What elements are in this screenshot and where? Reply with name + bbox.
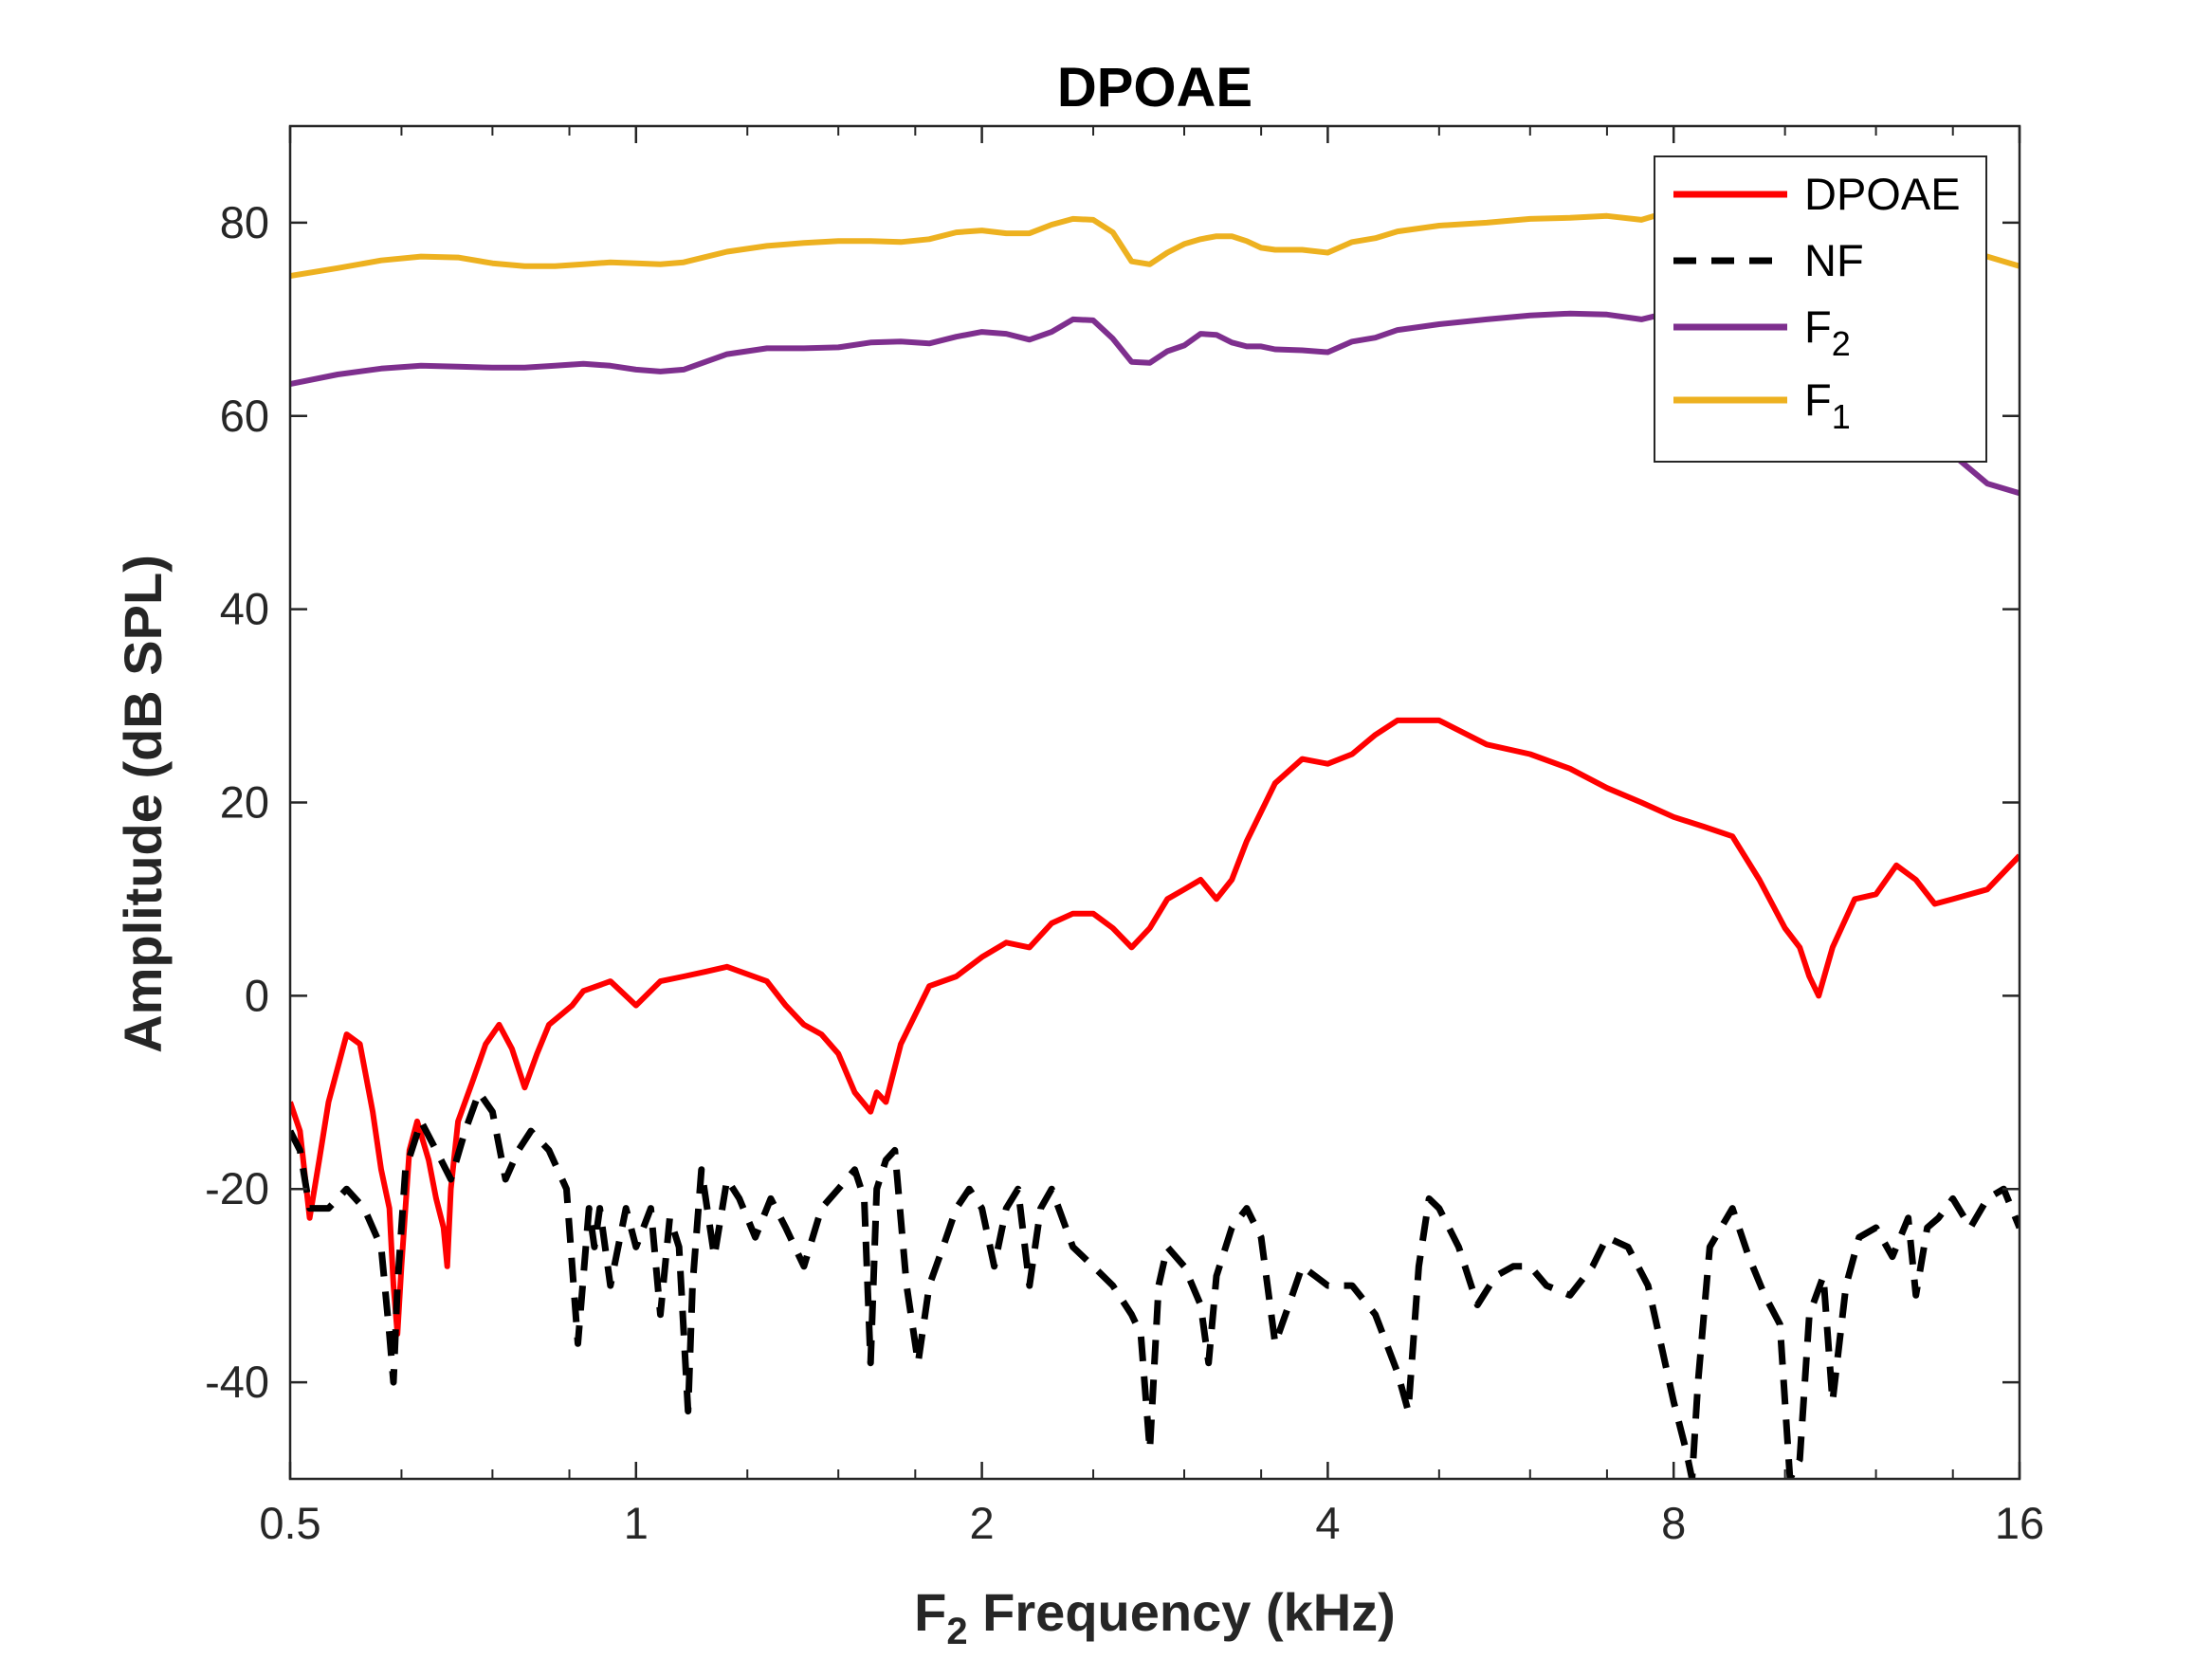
x-tick-label: 16 — [1995, 1498, 2044, 1548]
legend-label-dpoae: DPOAE — [1804, 169, 1961, 219]
y-tick-label: 0 — [245, 970, 269, 1020]
x-axis-label-main: F — [914, 1582, 946, 1642]
y-tick-label: 60 — [220, 391, 269, 441]
y-tick-label: -20 — [205, 1163, 269, 1213]
series-line-dpoae — [290, 717, 2020, 1338]
x-axis-label: F2 Frequency (kHz) — [914, 1582, 1396, 1652]
x-tick-label: 2 — [970, 1498, 995, 1548]
legend-label-f2: F2 — [1804, 301, 1851, 363]
tick-labels-layer: -40 -20 0 20 40 60 80 0.5 1 2 4 8 16 — [205, 197, 2044, 1548]
legend-box — [1654, 155, 1987, 463]
series-line-nf — [290, 1088, 2020, 1479]
x-tick-label: 8 — [1661, 1498, 1686, 1548]
x-tick-label: 1 — [624, 1498, 649, 1548]
y-tick-label: 40 — [220, 584, 269, 634]
legend-label-f1: F1 — [1804, 374, 1851, 436]
legend: DPOAE NF F2 F1 — [1654, 155, 1987, 463]
x-tick-label: 0.5 — [259, 1498, 320, 1548]
ticks-layer — [288, 126, 2021, 1479]
x-axis-label-rest: Frequency (kHz) — [968, 1582, 1396, 1642]
x-axis-label-sub: 2 — [946, 1611, 967, 1652]
chart-title: DPOAE — [1057, 57, 1252, 118]
x-tick-label: 4 — [1315, 1498, 1340, 1548]
y-tick-label: 80 — [220, 197, 269, 247]
y-axis-label: Amplitude (dB SPL) — [113, 555, 173, 1053]
y-tick-label: 20 — [220, 777, 269, 828]
legend-label-nf: NF — [1804, 235, 1864, 285]
y-tick-label: -40 — [205, 1357, 269, 1407]
